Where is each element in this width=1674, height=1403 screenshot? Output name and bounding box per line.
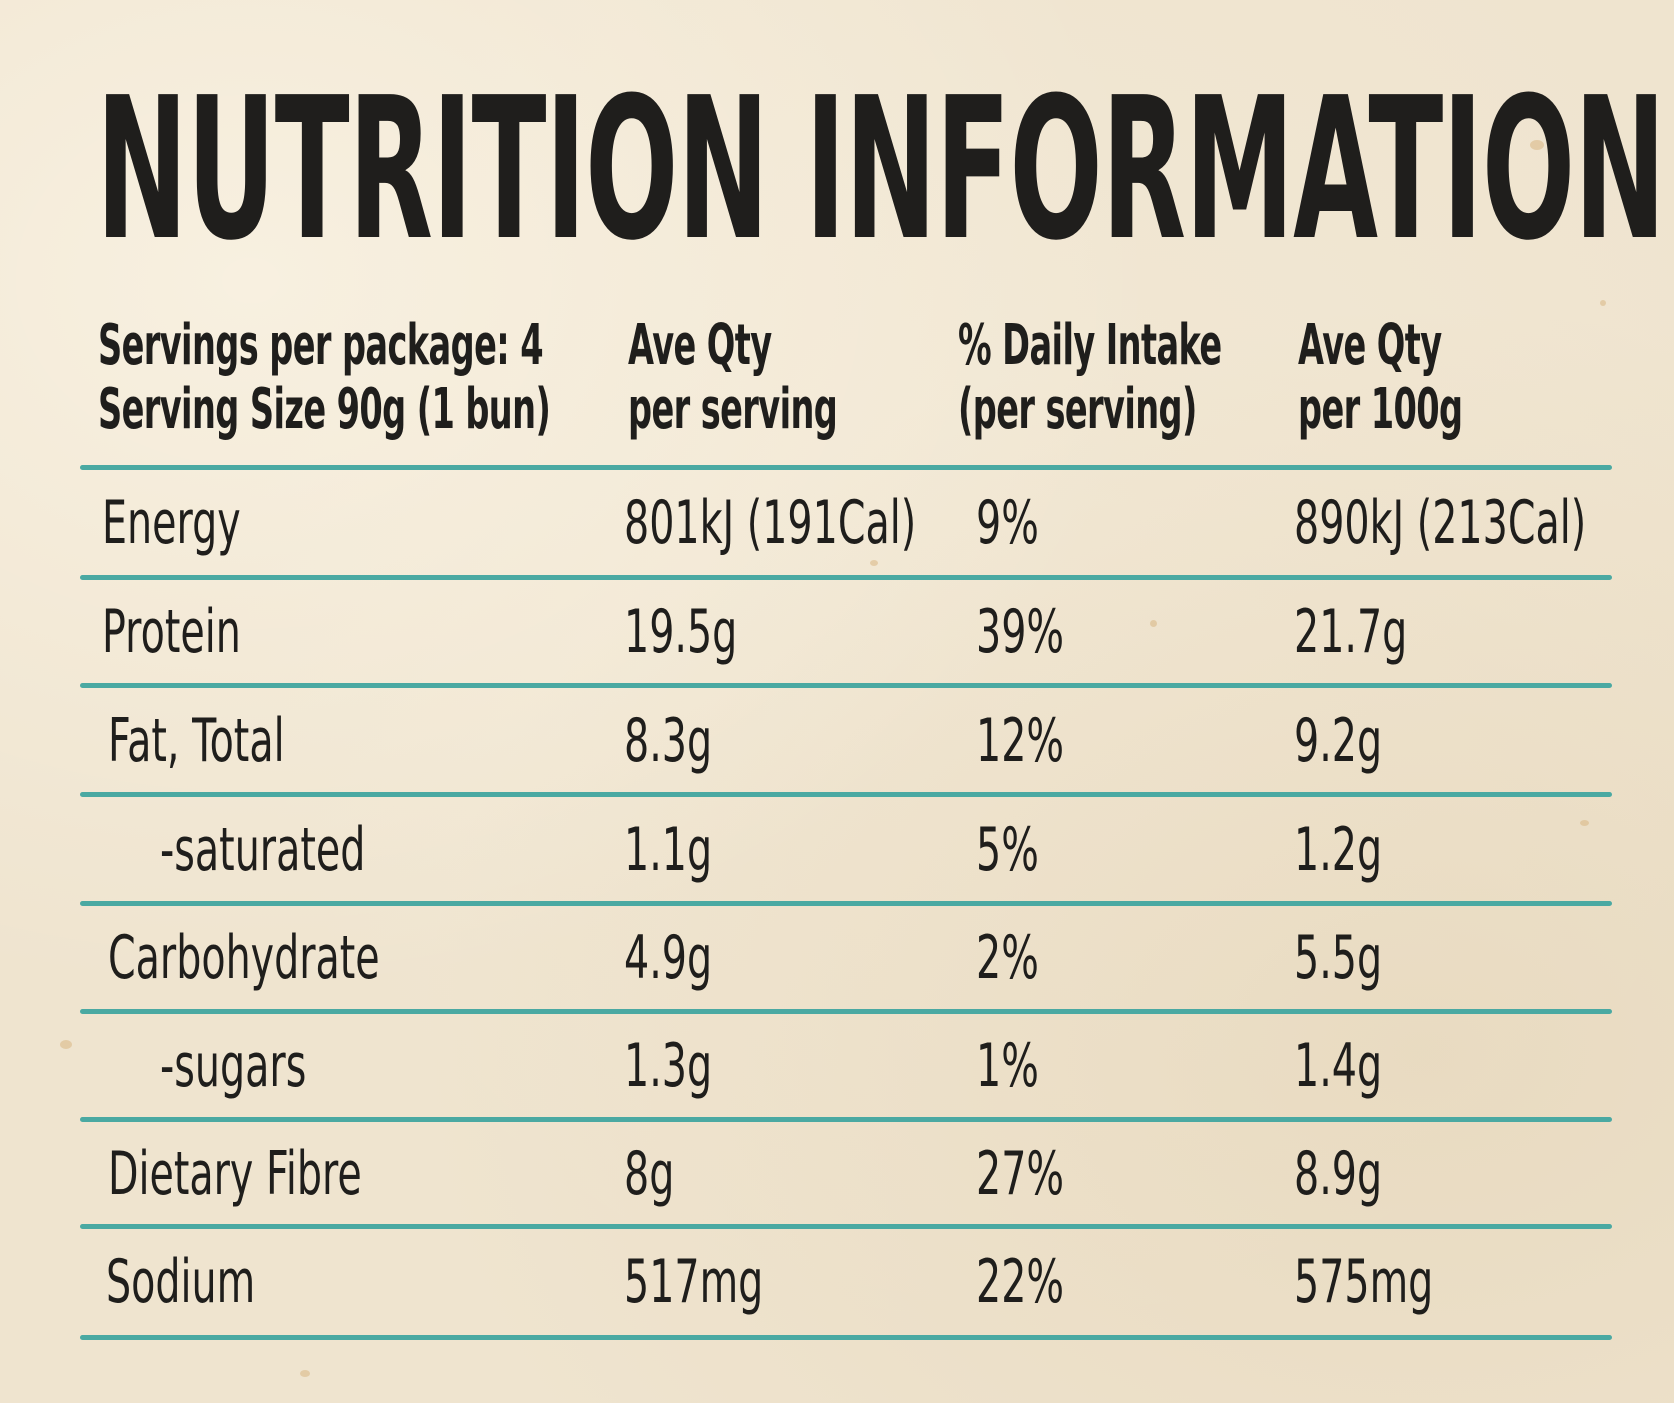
paper-speck bbox=[60, 1040, 72, 1049]
panel-title: NUTRITION INFORMATION bbox=[96, 56, 1666, 284]
table-divider bbox=[80, 465, 1612, 470]
table-divider bbox=[80, 901, 1612, 906]
column-header-per-100g-line1: Ave Qty bbox=[1298, 313, 1442, 378]
nutrient-name: Dietary Fibre bbox=[108, 1139, 362, 1209]
value-per-serving: 19.5g bbox=[624, 597, 738, 667]
value-per-100g: 890kJ (213Cal) bbox=[1294, 488, 1587, 558]
nutrient-name: Sodium bbox=[106, 1247, 256, 1317]
value-per-serving: 4.9g bbox=[624, 923, 713, 993]
value-daily-intake: 27% bbox=[976, 1139, 1065, 1209]
paper-speck bbox=[1600, 300, 1606, 306]
value-per-serving: 8g bbox=[624, 1139, 675, 1209]
paper-speck bbox=[870, 560, 878, 566]
value-per-serving: 517mg bbox=[624, 1247, 764, 1317]
table-divider bbox=[80, 683, 1612, 688]
value-daily-intake: 39% bbox=[976, 597, 1065, 667]
table-divider bbox=[80, 575, 1612, 580]
nutrient-name: Energy bbox=[102, 488, 241, 558]
table-divider bbox=[80, 1117, 1612, 1122]
value-daily-intake: 9% bbox=[976, 488, 1039, 558]
value-per-100g: 1.4g bbox=[1294, 1031, 1383, 1101]
table-divider bbox=[80, 1224, 1612, 1229]
nutrient-name: -sugars bbox=[160, 1031, 307, 1101]
nutrient-name: Protein bbox=[102, 597, 241, 667]
value-daily-intake: 5% bbox=[976, 815, 1039, 885]
value-per-100g: 5.5g bbox=[1294, 923, 1383, 993]
value-per-100g: 8.9g bbox=[1294, 1139, 1383, 1209]
value-per-100g: 1.2g bbox=[1294, 815, 1383, 885]
servings-per-package: Servings per package: 4 bbox=[98, 313, 544, 378]
table-divider bbox=[80, 1009, 1612, 1014]
table-divider bbox=[80, 1335, 1612, 1340]
value-daily-intake: 12% bbox=[976, 706, 1065, 776]
nutrient-name: Fat, Total bbox=[108, 706, 285, 776]
serving-info: Servings per package: 4 Serving Size 90g… bbox=[98, 313, 551, 442]
value-per-serving: 1.3g bbox=[624, 1031, 713, 1101]
table-divider bbox=[80, 792, 1612, 797]
value-per-100g: 21.7g bbox=[1294, 597, 1408, 667]
nutrient-name: -saturated bbox=[160, 815, 366, 885]
column-header-daily-intake: % Daily Intake (per serving) bbox=[958, 314, 1222, 442]
column-header-per-100g: Ave Qty per 100g bbox=[1298, 314, 1463, 442]
value-per-serving: 1.1g bbox=[624, 815, 713, 885]
column-header-daily-intake-line2: (per serving) bbox=[958, 377, 1197, 442]
column-header-per-serving: Ave Qty per serving bbox=[628, 313, 838, 442]
paper-speck bbox=[1530, 140, 1544, 150]
value-per-100g: 9.2g bbox=[1294, 706, 1383, 776]
column-header-per-serving-line1: Ave Qty bbox=[628, 313, 772, 378]
paper-speck bbox=[1580, 820, 1589, 826]
nutrient-name: Carbohydrate bbox=[108, 923, 380, 993]
serving-size: Serving Size 90g (1 bun) bbox=[98, 377, 551, 442]
column-header-per-100g-line2: per 100g bbox=[1298, 377, 1463, 442]
value-daily-intake: 2% bbox=[976, 923, 1039, 993]
paper-speck bbox=[300, 1370, 310, 1377]
value-per-serving: 801kJ (191Cal) bbox=[624, 488, 917, 558]
value-per-100g: 575mg bbox=[1294, 1247, 1434, 1317]
value-per-serving: 8.3g bbox=[624, 706, 713, 776]
column-header-daily-intake-line1: % Daily Intake bbox=[958, 313, 1222, 378]
value-daily-intake: 22% bbox=[976, 1247, 1065, 1317]
column-header-per-serving-line2: per serving bbox=[628, 377, 838, 442]
value-daily-intake: 1% bbox=[976, 1031, 1039, 1101]
paper-speck bbox=[1150, 620, 1157, 627]
